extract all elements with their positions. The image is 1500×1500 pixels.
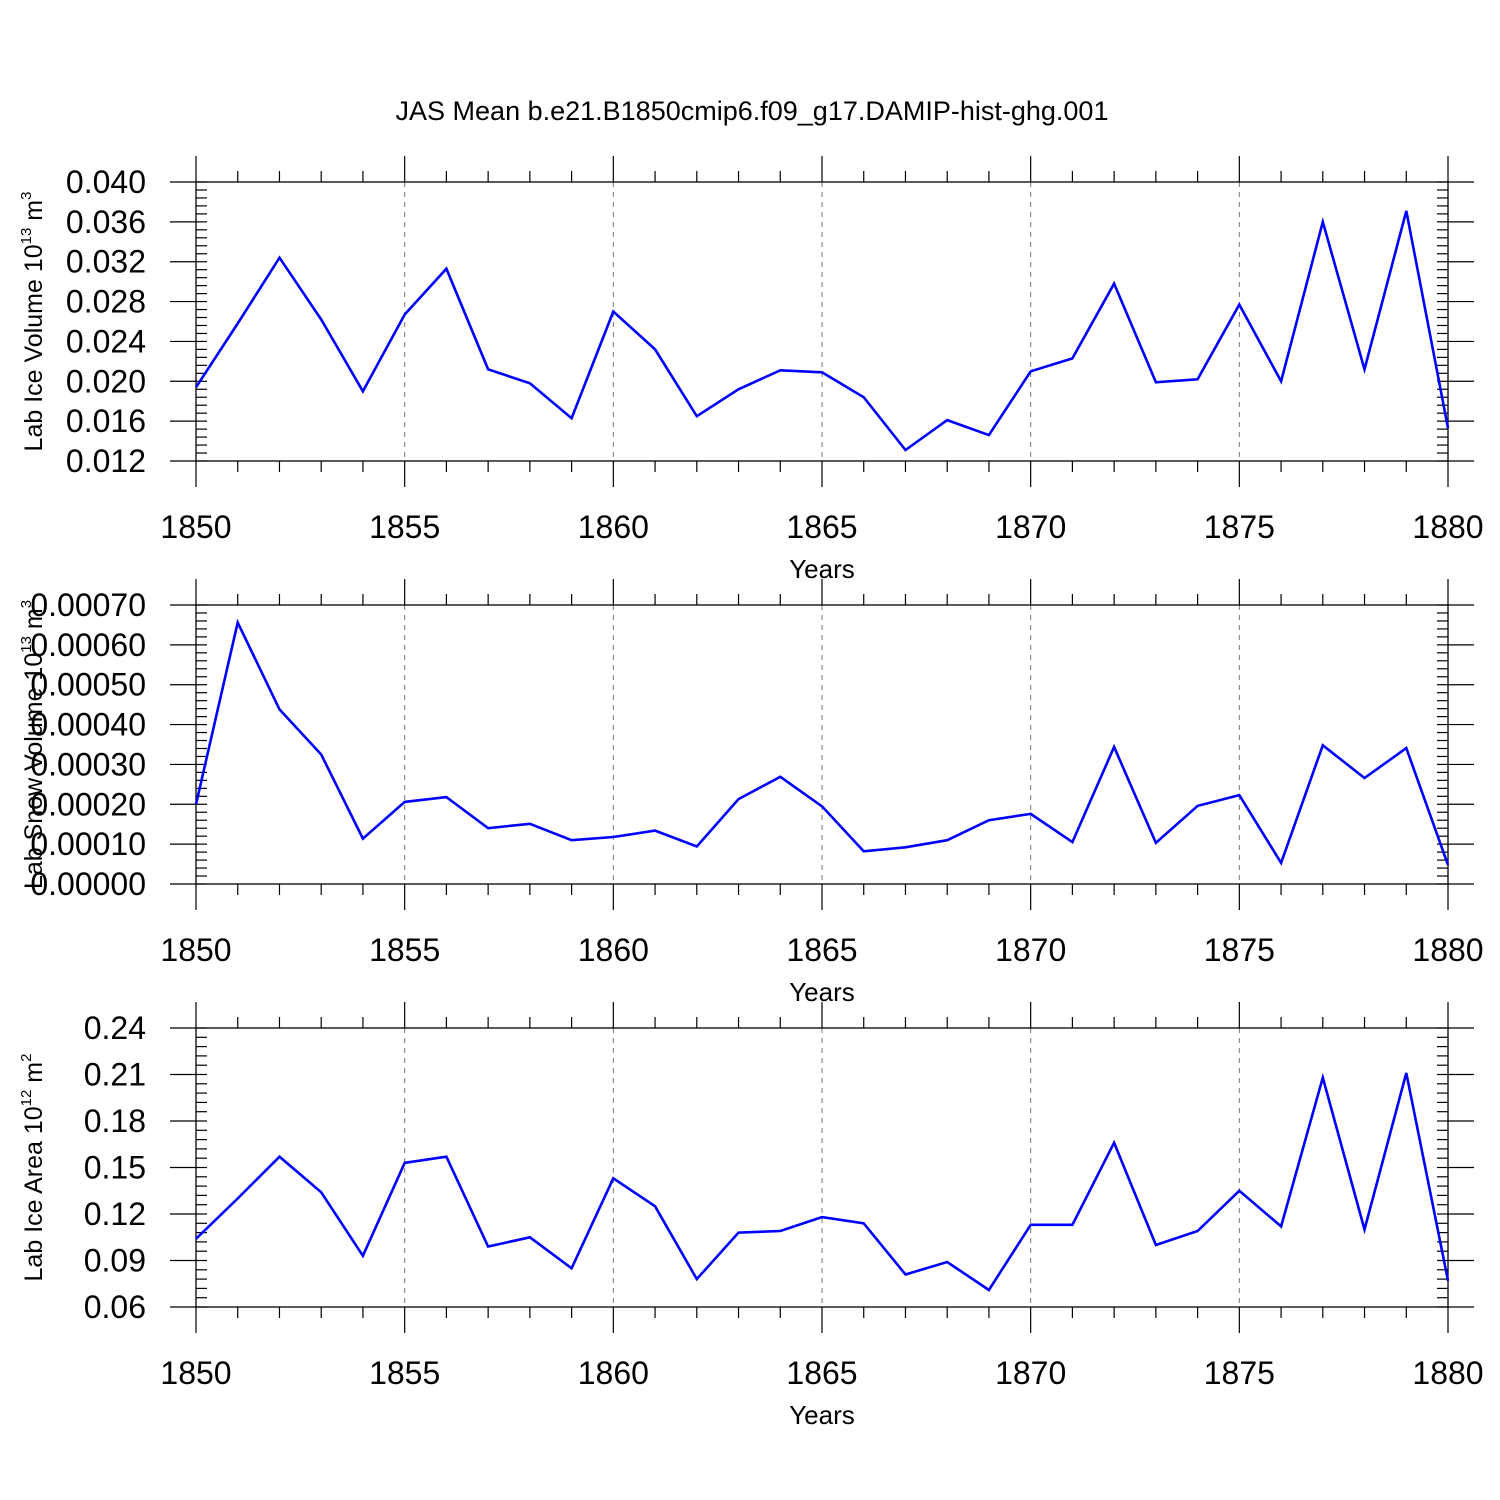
- y-axis-title-exponent: 12: [18, 1090, 35, 1107]
- x-tick-label: 1880: [1412, 1355, 1483, 1391]
- y-tick-label: 0.00010: [30, 826, 146, 862]
- y-axis-title-unit-exponent: 3: [18, 192, 35, 200]
- y-tick-label: 0.09: [84, 1243, 146, 1279]
- chart-title: JAS Mean b.e21.B1850cmip6.f09_g17.DAMIP-…: [396, 96, 1109, 126]
- y-tick-label: 0.00000: [30, 866, 146, 902]
- y-tick-label: 0.036: [66, 204, 146, 240]
- y-tick-label: 0.24: [84, 1010, 146, 1046]
- y-axis-title-unit-exponent: 3: [18, 600, 35, 608]
- x-tick-label: 1880: [1412, 932, 1483, 968]
- x-tick-label: 1860: [578, 1355, 649, 1391]
- series-line: [194, 210, 1450, 452]
- y-tick-label: 0.06: [84, 1289, 146, 1325]
- x-tick-label: 1870: [995, 1355, 1066, 1391]
- y-tick-label: 0.21: [84, 1057, 146, 1093]
- y-tick-label: 0.00030: [30, 746, 146, 782]
- y-axis-title-exponent: 13: [18, 636, 35, 653]
- y-tick-label: 0.016: [66, 403, 146, 439]
- x-tick-label: 1865: [786, 932, 857, 968]
- y-tick-label: 0.00070: [30, 587, 146, 623]
- y-tick-label: 0.00040: [30, 707, 146, 743]
- y-tick-label: 0.020: [66, 363, 146, 399]
- y-tick-label: 0.040: [66, 164, 146, 200]
- panel-3: 0.06 0.09 0.12 0.15 0.18 0.21 0.24 1850 1855 1860…: [18, 1002, 1484, 1430]
- x-tick-label: 1850: [160, 1355, 231, 1391]
- x-tick-label: 1870: [995, 932, 1066, 968]
- x-tick-label: 1850: [160, 509, 231, 545]
- series-line: [194, 618, 1450, 866]
- x-tick-label: 1855: [369, 932, 440, 968]
- x-axis-title: Years: [789, 1400, 855, 1430]
- x-tick-label: 1880: [1412, 509, 1483, 545]
- y-axis-title: Lab Ice Volume 1013 m3: [18, 192, 48, 452]
- x-tick-label: 1860: [578, 509, 649, 545]
- x-tick-label: 1855: [369, 1355, 440, 1391]
- y-tick-label: 0.024: [66, 323, 146, 359]
- y-tick-label: 0.00050: [30, 667, 146, 703]
- y-tick-label: 0.032: [66, 244, 146, 280]
- y-axis-title-text: Lab Ice Area 10: [20, 1106, 48, 1281]
- x-tick-label: 1850: [160, 932, 231, 968]
- y-axis-title-text: Lab Snow Volume 10: [20, 653, 48, 889]
- y-axis-title: Lab Ice Area 1012 m2: [18, 1054, 48, 1282]
- y-axis-title-unit: m: [20, 1062, 48, 1090]
- x-tick-label: 1855: [369, 509, 440, 545]
- x-tick-label: 1875: [1204, 932, 1275, 968]
- y-tick-label: 0.012: [66, 443, 146, 479]
- y-tick-label: 0.15: [84, 1150, 146, 1186]
- y-axis-title-unit: m: [20, 608, 48, 636]
- x-tick-label: 1860: [578, 932, 649, 968]
- y-axis-title-text: Lab Ice Volume 10: [20, 244, 48, 451]
- y-axis-title-unit-exponent: 2: [18, 1054, 35, 1062]
- y-tick-label: 0.00060: [30, 627, 146, 663]
- y-axis-title-unit: m: [20, 200, 48, 228]
- x-tick-label: 1870: [995, 509, 1066, 545]
- x-tick-label: 1865: [786, 509, 857, 545]
- y-axis-title-exponent: 13: [18, 228, 35, 245]
- x-tick-label: 1865: [786, 1355, 857, 1391]
- y-tick-label: 0.18: [84, 1103, 146, 1139]
- y-tick-label: 0.028: [66, 284, 146, 320]
- y-tick-label: 0.12: [84, 1196, 146, 1232]
- y-axis-title: Lab Snow Volume 1013 m3: [18, 600, 48, 889]
- y-tick-label: 0.00020: [30, 786, 146, 822]
- series-line: [195, 1072, 1450, 1292]
- x-tick-label: 1875: [1204, 1355, 1275, 1391]
- x-tick-label: 1875: [1204, 509, 1275, 545]
